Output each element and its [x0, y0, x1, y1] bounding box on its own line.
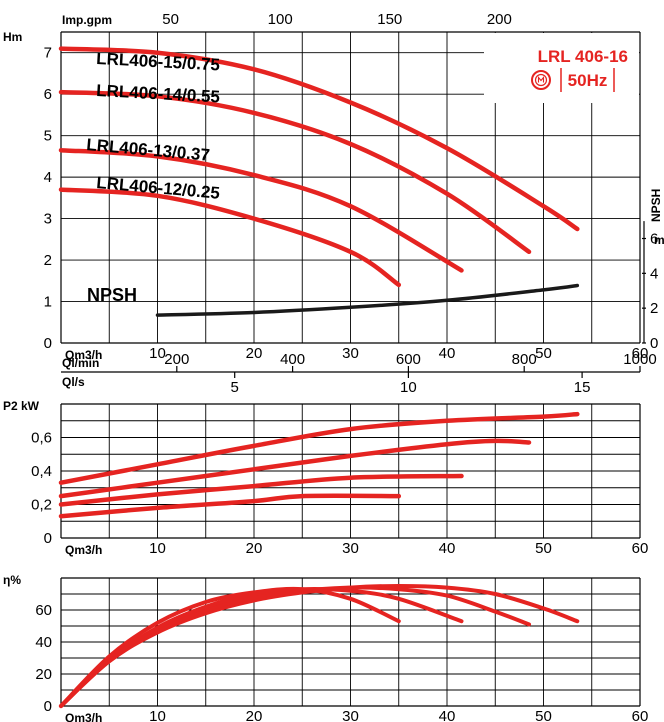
ql-s-tick-label: 5 — [231, 379, 239, 396]
head-ytick-label: 4 — [44, 169, 52, 186]
head-xtick-label: 60 — [632, 345, 649, 362]
ql-s-tick-label: 10 — [400, 379, 417, 396]
imp-gpm-tick-label: 150 — [377, 11, 402, 28]
power-xtick-label: 60 — [632, 540, 649, 557]
power-ytick-label: 0 — [44, 530, 52, 547]
efficiency-ytick-label: 0 — [44, 698, 52, 715]
head-xtick-label: 40 — [439, 345, 456, 362]
power-xtick-label: 30 — [342, 540, 359, 557]
efficiency-ytick-label: 60 — [35, 602, 52, 619]
efficiency-series-line-4 — [59, 586, 401, 708]
head-ytick-label: 3 — [44, 211, 52, 228]
head-ytick-label: 1 — [44, 294, 52, 311]
head-xtick-label: 50 — [535, 345, 552, 362]
efficiency-xtick-label: 50 — [535, 708, 552, 722]
head-series-line-1 — [58, 46, 580, 232]
head-ytick-label: 7 — [44, 45, 52, 62]
head-ytick-label: 2 — [44, 252, 52, 269]
efficiency-ytick-label: 20 — [35, 666, 52, 683]
npsh-tick-label: 0 — [650, 335, 658, 352]
head-xtick-label: 10 — [149, 345, 166, 362]
npsh-tick-label: 2 — [650, 300, 658, 317]
npsh-axis-label: NPSH — [649, 189, 663, 222]
ql-min-label: Ql/min — [62, 356, 99, 370]
ql-min-tick-label: 400 — [280, 351, 305, 368]
efficiency-ylabel: η% — [3, 573, 21, 587]
ql-min-tick-label: 800 — [512, 351, 537, 368]
ql-min-tick-label: 600 — [396, 351, 421, 368]
power-xlabel: Qm3/h — [65, 543, 102, 557]
curve-label-2: LRL406-14/0.55 — [96, 81, 221, 106]
power-ylabel: P2 kW — [3, 399, 40, 413]
power-grid — [60, 403, 641, 539]
ql-s-tick-label: 15 — [574, 379, 591, 396]
npsh-tick-label: 4 — [650, 265, 658, 282]
power-ytick-label: 0,4 — [31, 463, 52, 480]
efficiency-xtick-label: 30 — [342, 708, 359, 722]
power-series-line-3 — [58, 473, 464, 507]
imp-gpm-tick-label: 200 — [487, 11, 512, 28]
imp-gpm-label: Imp.gpm — [62, 13, 112, 27]
head-xtick-label: 20 — [246, 345, 263, 362]
npsh-curve-line — [155, 283, 580, 317]
npsh-unit-label: m — [654, 233, 664, 247]
imp-gpm-tick-label: 50 — [162, 11, 179, 28]
ql-min-tick-label: 200 — [164, 351, 189, 368]
efficiency-ytick-label: 40 — [35, 634, 52, 651]
power-series-line-4 — [58, 493, 402, 519]
power-series-line-1 — [58, 411, 580, 485]
head-xtick-label: 30 — [342, 345, 359, 362]
efficiency-xtick-label: 10 — [149, 708, 166, 722]
power-xtick-label: 40 — [439, 540, 456, 557]
head-ylabel: Hm — [3, 30, 22, 44]
head-ytick-label: 5 — [44, 128, 52, 145]
efficiency-series-line-1 — [59, 583, 580, 708]
npsh-tick-label: 6 — [650, 231, 658, 248]
power-xtick-label: 20 — [246, 540, 263, 557]
efficiency-xtick-label: 20 — [246, 708, 263, 722]
efficiency-series-line-2 — [59, 585, 531, 708]
head-series-line-3 — [58, 147, 464, 273]
head-ytick-label: 6 — [44, 86, 52, 103]
head-series-line-4 — [58, 187, 402, 288]
imp-gpm-tick-label: 100 — [268, 11, 293, 28]
ql-min-tick-label: 1000 — [623, 351, 656, 368]
head-ytick-label: 0 — [44, 335, 52, 352]
chart-title: LRL 406-16 — [538, 47, 628, 66]
efficiency-xtick-label: 40 — [439, 708, 456, 722]
head-xlabel: Qm3/h — [65, 348, 102, 362]
frequency-label: 50Hz — [568, 71, 608, 90]
curve-label-3: LRL406-13/0.37 — [86, 135, 211, 165]
power-xtick-label: 50 — [535, 540, 552, 557]
power-series-line-2 — [58, 438, 532, 499]
power-ytick-label: 0,6 — [31, 430, 52, 447]
efficiency-xtick-label: 60 — [632, 708, 649, 722]
power-ytick-label: 0,2 — [31, 497, 52, 514]
efficiency-grid — [60, 577, 641, 707]
power-xtick-label: 10 — [149, 540, 166, 557]
motor-circle-icon — [531, 70, 551, 90]
efficiency-xlabel: Qm3/h — [65, 711, 102, 722]
head-series-line-2 — [58, 89, 532, 255]
npsh-curve-label: NPSH — [87, 285, 137, 305]
ql-s-label: Ql/s — [62, 375, 85, 389]
